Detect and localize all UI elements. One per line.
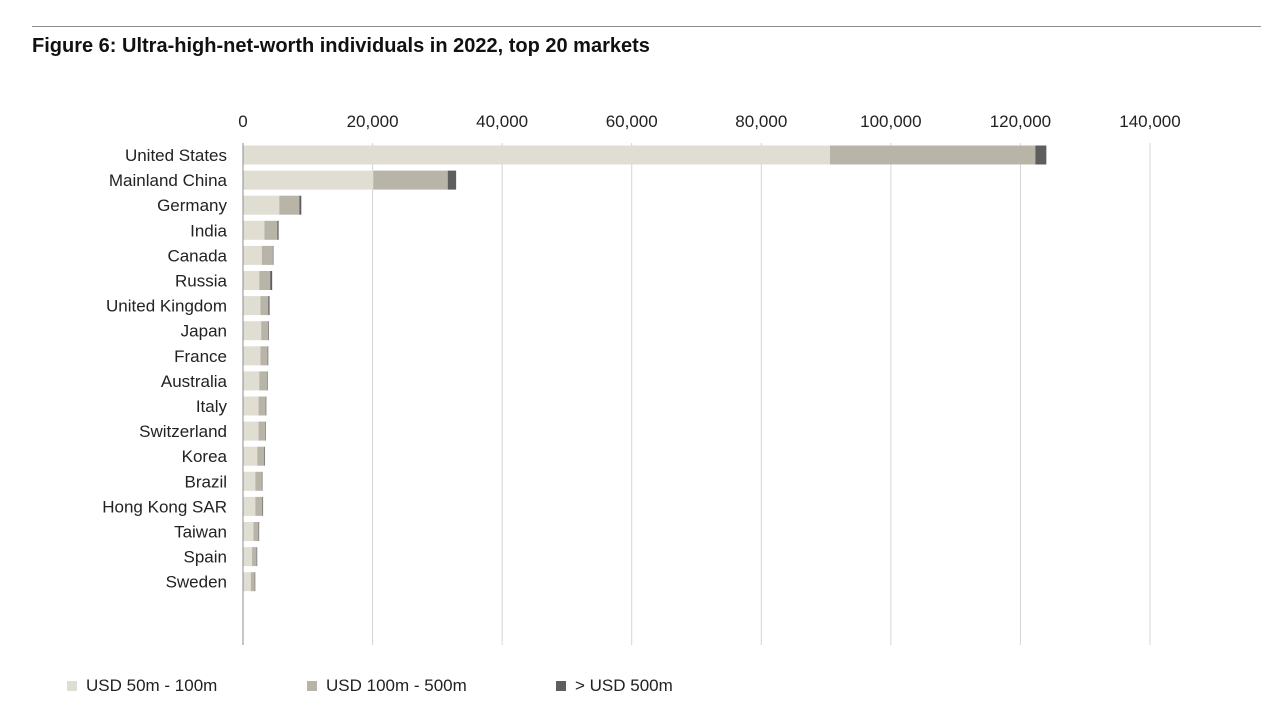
bar-united-states-usd-50m-100m [243,145,830,165]
x-tick-label-100000: 100,000 [860,112,921,131]
category-label-spain: Spain [184,548,227,567]
category-label-italy: Italy [196,397,228,416]
bar-russia-usd-50m-100m [243,271,260,290]
bar-switzerland-usd-100m-500m [258,421,266,441]
chart-title: Figure 6: Ultra-high-net-worth individua… [32,35,650,57]
bar-italy-usd-50m-100m [243,396,259,416]
x-tick-label-140000: 140,000 [1119,112,1180,131]
bar-brazil-usd-100m-500m [255,471,262,491]
category-label-russia: Russia [175,272,228,291]
bar-india-usd-500m [277,220,279,240]
bar-sweden-usd-100m-500m [250,572,255,592]
bars [243,145,1047,592]
bar-switzerland-usd-50m-100m [243,421,259,441]
bar-italy-usd-500m [265,396,267,416]
category-label-taiwan: Taiwan [174,523,227,542]
bar-russia-usd-500m [270,271,273,290]
bar-mainland-china-usd-500m [447,170,457,190]
category-label-mainland-china: Mainland China [109,171,228,190]
legend-item-usd-500m-plus: > USD 500m [556,676,673,696]
bar-mainland-china-usd-100m-500m [373,170,448,190]
bar-switzerland-usd-500m [265,421,266,441]
bar-canada-usd-100m-500m [261,245,273,265]
bar-india-usd-50m-100m [243,220,265,240]
legend-label-usd-50m-100m: USD 50m - 100m [86,676,218,695]
category-label-united-kingdom: United Kingdom [106,297,227,316]
legend-label-usd-500m-plus: > USD 500m [575,676,673,695]
bar-france-usd-50m-100m [243,346,261,366]
bar-india-usd-100m-500m [264,220,278,240]
legend-label-usd-100m-500m: USD 100m - 500m [326,676,467,695]
bar-taiwan-usd-100m-500m [253,522,259,541]
bar-russia-usd-100m-500m [259,271,271,290]
category-label-united-states: United States [125,146,227,165]
bar-japan-usd-100m-500m [261,321,269,341]
legend-swatch-usd-500m-plus [556,681,566,691]
bar-brazil-usd-50m-100m [243,471,256,491]
legend-swatch-usd-50m-100m [67,681,77,691]
stacked-bar-chart: 0 20,000 40,000 60,000 80,000 100,000 120,000 1… [102,112,1181,645]
bar-australia-usd-500m [266,371,268,391]
bar-taiwan-usd-50m-100m [243,522,254,541]
bar-japan-usd-500m [268,321,269,341]
gridlines [372,143,1151,645]
bar-taiwan-usd-500m [258,522,260,541]
legend: USD 50m - 100m USD 100m - 500m > USD 500… [67,676,767,698]
category-label-canada: Canada [167,246,227,265]
category-label-hong-kong-sar: Hong Kong SAR [102,497,227,516]
bar-united-kingdom-usd-500m [268,296,270,316]
bar-spain-usd-50m-100m [243,547,253,567]
bar-united-states-usd-100m-500m [829,145,1036,165]
bar-australia-usd-100m-500m [259,371,267,391]
top-rule [32,26,1261,27]
category-label-brazil: Brazil [184,472,227,491]
bar-germany-usd-500m [299,195,302,215]
x-tick-label-0: 0 [238,112,247,131]
category-label-india: India [190,221,227,240]
category-label-france: France [174,347,227,366]
bar-united-states-usd-500m [1035,145,1047,165]
bar-hong-kong-sar-usd-500m [262,496,264,516]
bar-united-kingdom-usd-100m-500m [260,296,269,316]
bar-korea-usd-500m [264,446,266,466]
x-tick-label-120000: 120,000 [990,112,1051,131]
category-label-korea: Korea [182,447,228,466]
x-axis-ticks: 0 20,000 40,000 60,000 80,000 100,000 120,000 1… [238,112,1180,131]
bar-canada-usd-50m-100m [243,245,262,265]
bar-germany-usd-100m-500m [279,195,300,215]
bar-korea-usd-50m-100m [243,446,258,466]
bar-germany-usd-50m-100m [243,195,280,215]
category-label-germany: Germany [157,196,227,215]
bar-hong-kong-sar-usd-100m-500m [255,496,263,516]
category-label-switzerland: Switzerland [139,422,227,441]
bar-canada-usd-500m [272,245,274,265]
x-tick-label-60000: 60,000 [606,112,658,131]
bar-italy-usd-100m-500m [258,396,266,416]
bar-mainland-china-usd-50m-100m [243,170,374,190]
x-tick-label-20000: 20,000 [347,112,399,131]
bar-japan-usd-50m-100m [243,321,262,341]
bar-spain-usd-500m [256,547,258,567]
x-tick-label-40000: 40,000 [476,112,528,131]
bar-france-usd-100m-500m [260,346,268,366]
bar-australia-usd-50m-100m [243,371,260,391]
bar-sweden-usd-500m [254,572,256,592]
bar-spain-usd-100m-500m [252,547,257,567]
bar-korea-usd-100m-500m [257,446,265,466]
bar-hong-kong-sar-usd-50m-100m [243,496,256,516]
bar-sweden-usd-50m-100m [243,572,251,592]
bar-brazil-usd-500m [261,471,263,491]
bar-france-usd-500m [267,346,269,366]
legend-item-usd-100m-500m: USD 100m - 500m [307,676,467,696]
category-labels: United States Mainland China Germany India C… [102,146,227,592]
category-label-japan: Japan [181,322,227,341]
category-label-australia: Australia [161,372,228,391]
bar-united-kingdom-usd-50m-100m [243,296,261,316]
x-tick-label-80000: 80,000 [735,112,787,131]
category-label-sweden: Sweden [166,573,227,592]
legend-item-usd-50m-100m: USD 50m - 100m [67,676,217,696]
legend-swatch-usd-100m-500m [307,681,317,691]
